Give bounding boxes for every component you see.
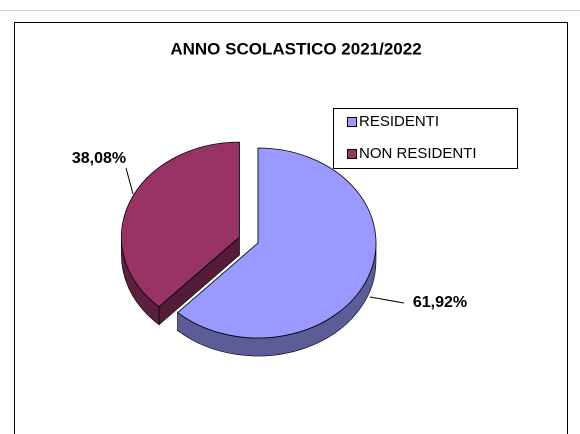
legend-swatch [347,117,357,127]
legend-label: NON RESIDENTI [359,145,477,162]
legend-label: RESIDENTI [359,113,439,130]
legend: RESIDENTI NON RESIDENTI [347,113,477,162]
pie [120,141,377,357]
labels: 61,92% 38,08% [72,150,467,311]
legend-swatch [347,149,357,159]
slice [177,147,377,339]
chart-title: ANNO SCOLASTICO 2021/2022 [170,39,421,58]
data-label: 61,92% [413,294,467,311]
data-label: 38,08% [72,150,126,167]
leader-line [125,167,134,195]
legend-box [333,108,518,169]
slice [120,141,240,308]
leader-line [369,296,405,304]
